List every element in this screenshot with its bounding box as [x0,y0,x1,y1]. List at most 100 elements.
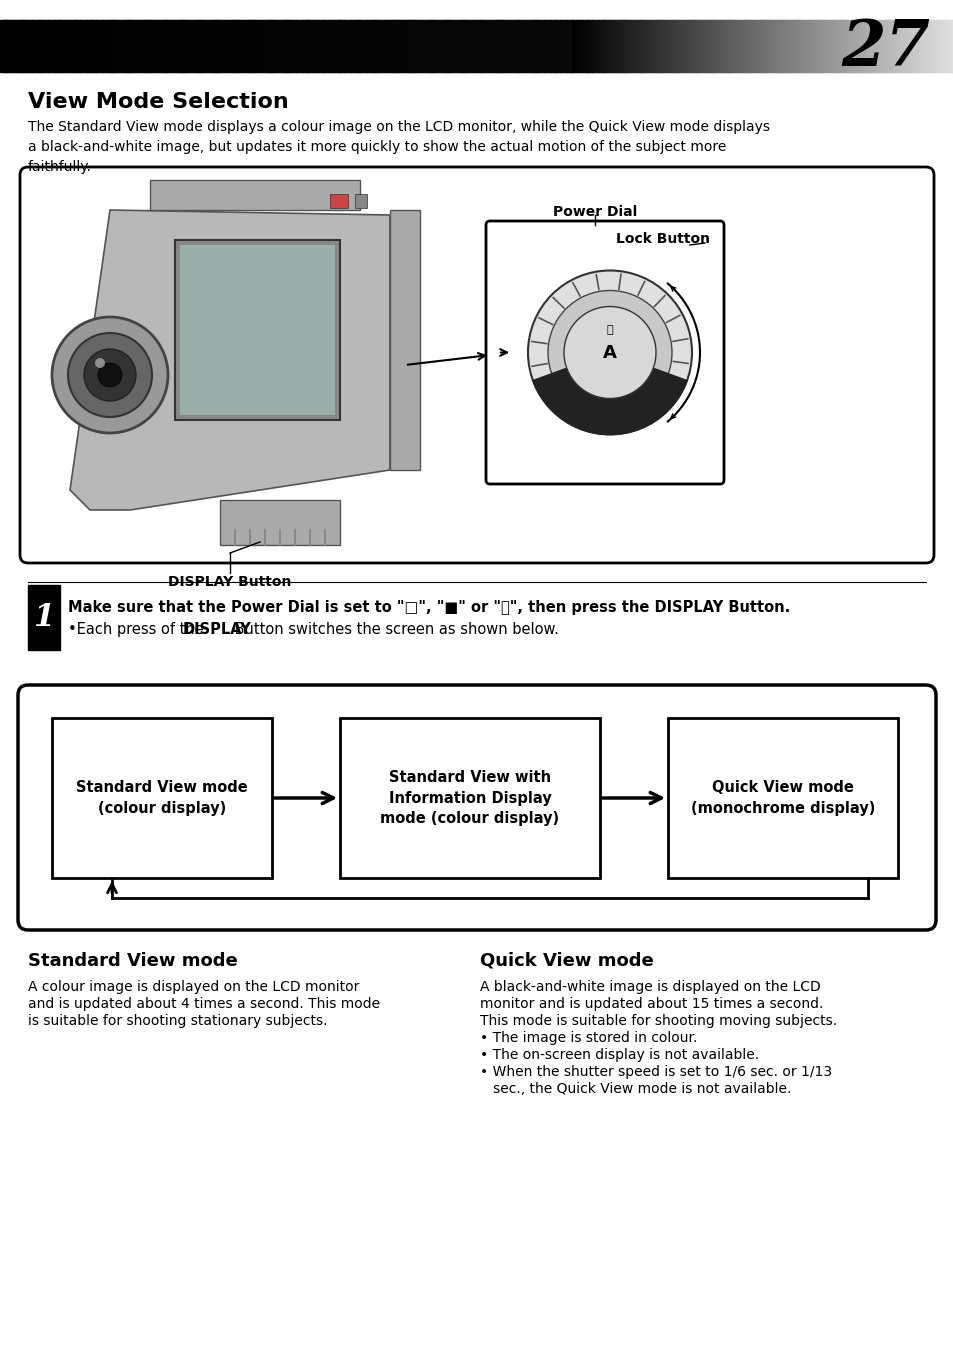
Bar [143,20,148,72]
FancyBboxPatch shape [485,221,723,484]
Bar [416,20,421,72]
Bar [180,245,335,415]
Bar [114,20,119,72]
Bar [155,20,160,72]
Bar [31,20,36,72]
Text: and is updated about 4 times a second. This mode: and is updated about 4 times a second. T… [28,997,379,1011]
Bar [483,20,488,72]
Bar [60,20,65,72]
Bar [489,20,494,72]
Bar [245,20,250,72]
Text: Quick View mode: Quick View mode [711,780,853,795]
Bar [841,20,846,72]
Bar [213,20,217,72]
Bar [289,20,294,72]
Bar [264,20,269,72]
Bar [131,20,135,72]
Bar [693,20,698,72]
Bar [460,20,465,72]
Bar [22,20,27,72]
Text: A colour image is displayed on the LCD monitor: A colour image is displayed on the LCD m… [28,980,359,995]
Bar [314,20,319,72]
Bar [655,20,659,72]
Bar [174,20,179,72]
Bar [372,20,376,72]
Bar [102,20,107,72]
Bar [16,20,21,72]
Text: Standard View mode: Standard View mode [28,953,237,970]
Bar [438,20,443,72]
Bar [918,20,923,72]
Text: mode (colour display): mode (colour display) [380,810,559,825]
Bar [330,194,348,209]
Bar [922,20,926,72]
Bar [591,20,596,72]
Bar [915,20,920,72]
Bar [496,20,500,72]
Bar [546,20,551,72]
Bar [455,20,459,72]
Bar [302,20,307,72]
Bar [820,20,824,72]
Bar [779,20,783,72]
Bar [540,20,545,72]
Bar [712,20,717,72]
Bar [270,20,274,72]
Bar [731,20,736,72]
Bar [324,20,329,72]
Circle shape [563,306,656,398]
Bar [184,20,189,72]
Bar [617,20,621,72]
Bar [801,20,805,72]
Text: Button switches the screen as shown below.: Button switches the screen as shown belo… [230,622,558,637]
Circle shape [52,317,168,434]
Bar [295,20,300,72]
Bar [0,20,5,72]
Bar [829,20,834,72]
Bar [336,20,341,72]
Bar [836,20,841,72]
Bar [791,20,796,72]
Bar [159,20,164,72]
Polygon shape [70,210,390,509]
Bar [92,20,97,72]
Bar [86,20,91,72]
Bar [565,20,570,72]
Bar [283,20,288,72]
Bar [200,20,205,72]
Bar [365,20,370,72]
Text: Power Dial: Power Dial [553,205,637,220]
Bar [534,20,538,72]
Bar [715,20,720,72]
Bar [248,20,253,72]
Bar [220,500,339,545]
Text: ⏻: ⏻ [606,325,613,336]
Bar [305,20,310,72]
Text: DISPLAY: DISPLAY [183,622,252,637]
Bar [308,20,313,72]
Text: A: A [602,344,617,362]
Bar [588,20,593,72]
Bar [83,20,88,72]
Bar [902,20,907,72]
Bar [426,20,431,72]
Bar [702,20,707,72]
Bar [775,20,780,72]
Bar [855,20,860,72]
Bar [943,20,948,72]
Bar [378,20,383,72]
Bar [575,20,579,72]
Bar [216,20,221,72]
Bar [912,20,917,72]
Bar [651,20,656,72]
Bar [422,20,427,72]
Bar [390,210,419,470]
Bar [762,20,767,72]
Bar [718,20,722,72]
Bar [822,20,827,72]
Bar [941,20,945,72]
Bar [832,20,837,72]
Bar [734,20,739,72]
Bar [432,20,436,72]
Bar [79,20,84,72]
